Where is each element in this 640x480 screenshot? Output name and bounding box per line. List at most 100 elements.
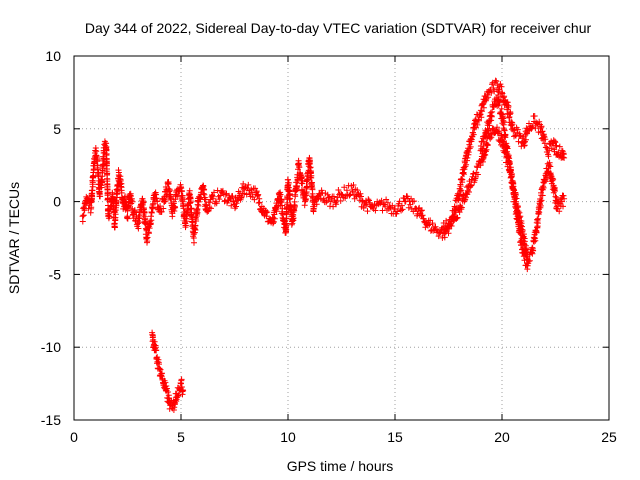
data-point	[335, 187, 342, 193]
chart-title: Day 344 of 2022, Sidereal Day-to-day VTE…	[85, 20, 592, 36]
data-point	[493, 78, 500, 85]
data-point	[459, 176, 466, 183]
data-point	[79, 218, 86, 225]
data-point	[99, 173, 106, 180]
data-point	[537, 202, 544, 209]
data-point	[432, 223, 439, 230]
data-point	[271, 215, 278, 222]
data-point	[228, 202, 235, 209]
data-point	[94, 155, 101, 162]
data-point	[350, 182, 357, 188]
data-point	[99, 179, 106, 186]
data-point	[517, 230, 524, 237]
data-point	[446, 225, 453, 232]
data-point	[489, 81, 495, 88]
data-point	[419, 212, 426, 219]
data-point	[522, 250, 529, 257]
data-point	[389, 202, 396, 209]
data-point	[454, 214, 461, 221]
data-point	[405, 204, 412, 211]
data-point	[468, 182, 475, 189]
data-point	[363, 201, 370, 208]
data-point	[243, 191, 250, 198]
data-point	[148, 209, 155, 216]
data-point	[205, 208, 212, 214]
data-point	[446, 222, 453, 229]
data-point	[330, 193, 337, 200]
data-point	[354, 187, 361, 194]
data-point	[80, 212, 87, 219]
data-point	[479, 145, 486, 152]
x-tick-label: 20	[494, 429, 510, 445]
data-point	[426, 221, 433, 228]
data-point	[136, 215, 143, 222]
grid	[74, 56, 609, 420]
data-point	[435, 233, 442, 240]
data-point	[447, 221, 454, 228]
data-point	[255, 191, 262, 198]
data-point	[124, 215, 131, 222]
data-point	[556, 208, 563, 215]
x-tick-label: 25	[601, 429, 617, 445]
data-point	[517, 229, 524, 236]
data-point	[535, 215, 542, 222]
data-point	[245, 181, 252, 188]
data-point	[555, 149, 562, 156]
data-point	[474, 164, 481, 171]
data-point	[523, 136, 529, 143]
data-point	[182, 222, 189, 229]
data-point	[191, 229, 198, 236]
data-point	[201, 186, 208, 193]
data-point	[324, 197, 330, 204]
data-point	[514, 126, 521, 133]
data-point	[398, 207, 405, 214]
data-point	[533, 229, 540, 236]
data-point	[477, 107, 484, 114]
data-point	[507, 110, 514, 117]
data-point	[358, 193, 364, 200]
data-point	[159, 370, 165, 377]
data-point	[542, 136, 549, 143]
data-point	[97, 193, 104, 200]
plot-frame	[73, 55, 610, 421]
data-point	[538, 197, 545, 204]
data-point	[104, 170, 111, 177]
x-tick-label: 0	[70, 429, 78, 445]
data-point	[504, 145, 511, 152]
data-point	[476, 117, 482, 124]
data-point	[156, 366, 163, 372]
data-point	[193, 218, 200, 224]
data-point	[492, 77, 499, 84]
data-point	[283, 220, 290, 227]
data-point	[372, 207, 379, 214]
data-point	[512, 195, 518, 202]
data-point	[163, 385, 170, 392]
data-point	[309, 179, 315, 186]
data-point	[480, 138, 487, 145]
data-point	[270, 218, 277, 225]
data-point	[518, 235, 525, 242]
data-point	[463, 161, 470, 168]
data-point	[180, 387, 187, 394]
data-point	[337, 197, 344, 204]
y-tick-label: 10	[45, 48, 61, 64]
data-point	[552, 188, 558, 194]
data-point	[160, 205, 167, 212]
data-point	[536, 118, 543, 125]
data-point	[178, 376, 185, 383]
y-tick-label: 5	[53, 121, 61, 137]
data-point	[135, 220, 142, 227]
data-point	[498, 83, 505, 90]
data-point	[560, 192, 567, 199]
data-point	[172, 204, 179, 211]
data-point	[308, 172, 315, 179]
data-point	[273, 208, 280, 215]
data-point	[429, 220, 436, 227]
y-tick-label: -15	[41, 412, 61, 428]
data-point	[164, 389, 171, 395]
data-point	[546, 159, 553, 166]
data-point	[165, 180, 172, 187]
data-point	[550, 176, 557, 183]
data-point	[515, 138, 522, 145]
